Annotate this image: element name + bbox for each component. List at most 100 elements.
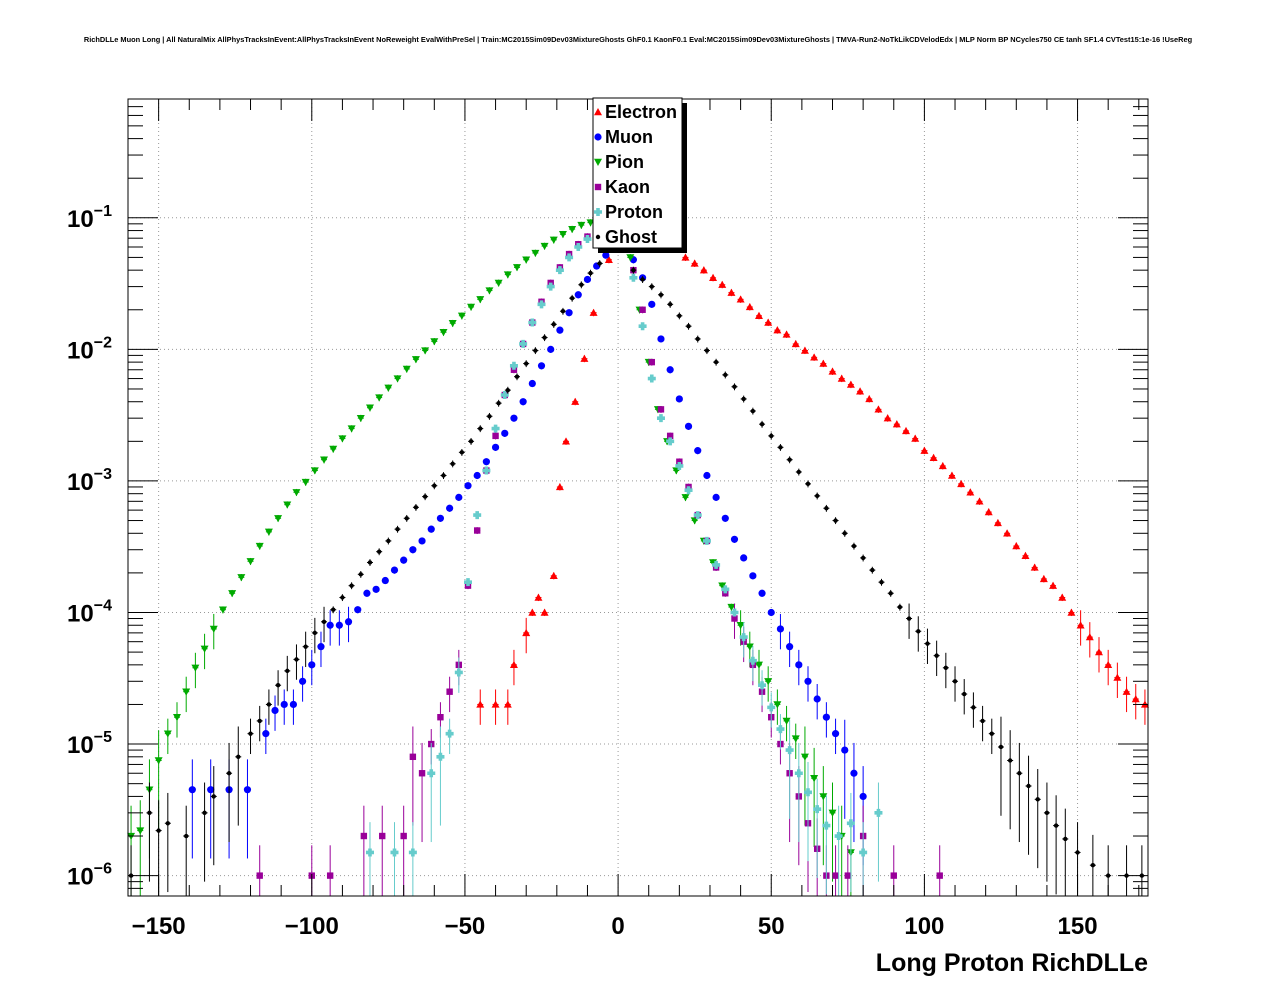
data-point <box>604 255 613 263</box>
data-point <box>580 354 589 362</box>
data-point <box>577 221 586 230</box>
legend-label-pion: Pion <box>605 152 644 172</box>
data-point <box>833 518 838 523</box>
data-point <box>257 718 262 724</box>
data-point <box>943 665 949 670</box>
data-point <box>730 608 739 617</box>
data-point <box>782 717 791 725</box>
data-point <box>769 433 774 439</box>
data-point <box>828 809 837 817</box>
data-point <box>437 714 444 721</box>
data-point <box>565 253 574 262</box>
x-tick-label: 150 <box>1058 913 1098 940</box>
data-point <box>349 583 354 588</box>
data-point <box>676 458 683 465</box>
data-point <box>834 832 843 841</box>
data-point <box>519 339 528 348</box>
data-point <box>890 872 897 879</box>
y-tick-label: 10−5 <box>67 729 112 759</box>
data-point <box>320 456 329 464</box>
data-point <box>262 730 270 738</box>
data-point <box>767 608 775 617</box>
data-point <box>436 514 445 522</box>
data-point <box>413 505 419 510</box>
data-point <box>702 536 711 545</box>
data-point <box>897 604 903 610</box>
data-point <box>828 367 837 375</box>
data-point <box>445 729 454 738</box>
series-electron <box>476 242 1149 725</box>
data-point <box>1105 873 1111 878</box>
data-point <box>791 339 800 348</box>
data-point <box>375 394 384 402</box>
data-point <box>329 445 338 453</box>
data-point <box>583 275 592 284</box>
x-tick-label: 100 <box>904 913 944 940</box>
data-point <box>791 735 800 743</box>
data-point <box>556 326 564 334</box>
data-point <box>732 384 737 389</box>
data-point <box>546 282 555 291</box>
data-point <box>289 700 298 709</box>
data-point <box>503 700 512 708</box>
data-point <box>813 695 821 703</box>
data-point <box>902 426 911 435</box>
data-point <box>1026 783 1031 789</box>
data-point <box>638 322 647 331</box>
data-point <box>888 591 893 596</box>
data-point <box>365 404 374 412</box>
data-point <box>731 615 738 622</box>
data-point <box>1067 608 1076 616</box>
data-point <box>294 657 299 662</box>
data-point <box>656 414 665 423</box>
data-point <box>764 678 773 686</box>
data-point <box>1049 581 1058 589</box>
data-point <box>476 296 485 304</box>
data-point <box>356 414 365 423</box>
data-point <box>947 471 956 479</box>
data-point <box>384 384 393 392</box>
data-point <box>810 775 819 783</box>
data-point <box>804 677 812 685</box>
data-point <box>736 622 745 630</box>
data-point <box>246 558 255 566</box>
data-point <box>436 752 445 761</box>
data-point <box>648 358 655 366</box>
data-point <box>344 618 353 626</box>
data-point <box>860 555 866 561</box>
data-point <box>439 329 448 337</box>
y-tick-label: 10−6 <box>67 861 112 891</box>
data-point <box>579 282 584 287</box>
data-point <box>966 488 975 496</box>
y-tick-label: 10−2 <box>67 334 112 364</box>
data-point <box>367 560 373 565</box>
data-point <box>936 872 943 879</box>
data-point <box>883 414 892 422</box>
data-point <box>870 567 875 573</box>
y-tick-label: 10−1 <box>67 203 112 233</box>
legend-marker-muon <box>594 133 602 141</box>
data-point <box>464 482 472 490</box>
data-point <box>165 821 171 826</box>
data-point <box>528 608 537 616</box>
data-point <box>473 471 481 480</box>
y-tick-label: 10−3 <box>67 466 112 496</box>
data-point <box>542 335 547 340</box>
data-point <box>182 688 191 696</box>
data-point <box>879 579 884 585</box>
data-point <box>713 359 719 365</box>
legend-marker-ghost <box>595 234 601 240</box>
y-tick-label: 10−4 <box>67 597 112 627</box>
data-point <box>795 661 803 669</box>
data-point <box>228 590 237 598</box>
data-point <box>292 489 301 497</box>
data-point <box>393 375 402 383</box>
data-point <box>690 259 699 267</box>
data-point <box>721 585 730 594</box>
data-point <box>571 397 580 405</box>
chart-title: RichDLLe Muon Long | All NaturalMix AllP… <box>84 35 1193 44</box>
data-point <box>274 515 283 523</box>
data-point <box>549 571 558 580</box>
data-point <box>321 619 327 624</box>
data-point <box>513 264 522 272</box>
